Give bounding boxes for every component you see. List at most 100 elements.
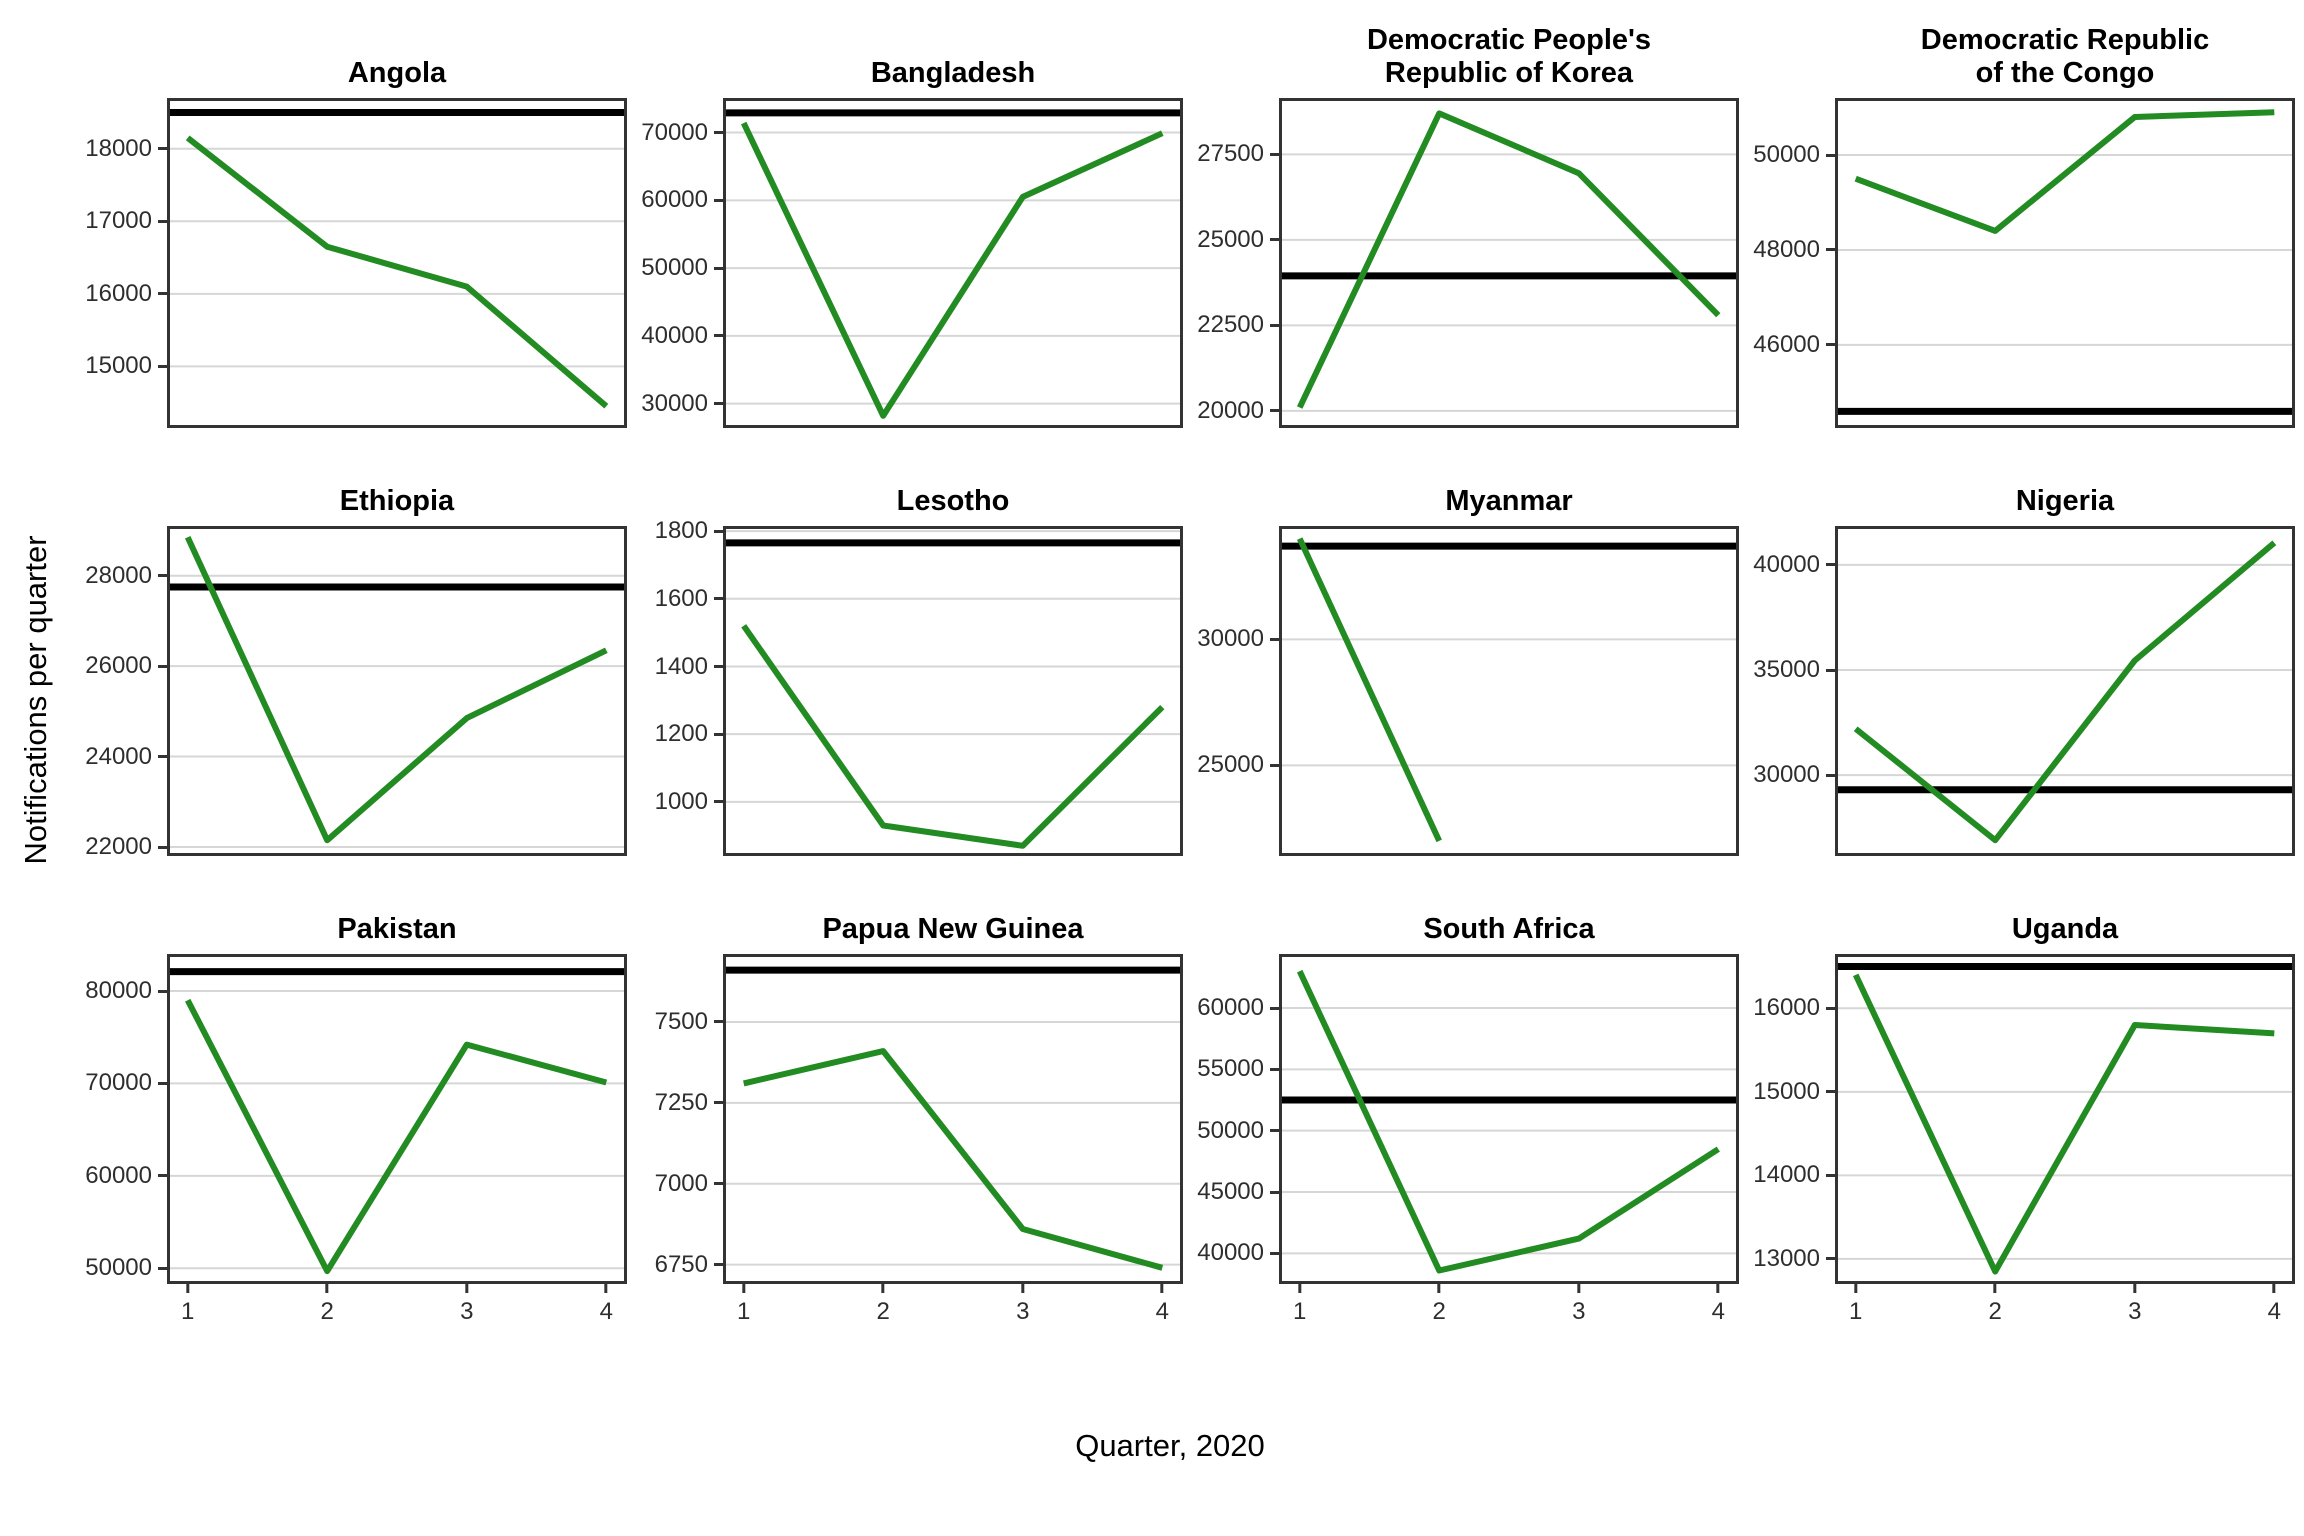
y-tick-mark <box>1270 1251 1279 1255</box>
x-tick-mark <box>1021 1284 1025 1293</box>
facet-title: Myanmar <box>1445 484 1573 517</box>
y-tick: 40000 <box>641 322 723 350</box>
y-tick: 50000 <box>85 1254 167 1282</box>
y-tick: 50000 <box>1197 1117 1279 1145</box>
y-tick-label: 22000 <box>85 833 152 860</box>
x-tick: 3 <box>1016 1284 1029 1326</box>
x-axis: 1 2 3 4 <box>1835 1284 2295 1328</box>
y-tick-mark <box>158 292 167 296</box>
y-tick-label: 27500 <box>1197 140 1264 168</box>
y-tick-mark <box>714 597 723 601</box>
facet-title: Papua New Guinea <box>822 912 1084 945</box>
x-tick-mark <box>742 1284 746 1293</box>
y-tick: 1400 <box>655 653 723 681</box>
y-tick-mark <box>714 732 723 736</box>
y-tick: 7000 <box>655 1170 723 1198</box>
y-tick-mark <box>1270 1006 1279 1010</box>
y-tick-label: 50000 <box>85 1254 152 1282</box>
y-axis: 60000 55000 50000 45000 40000 <box>1184 954 1279 1284</box>
plot-svg <box>723 954 1183 1284</box>
y-tick-mark <box>1270 238 1279 242</box>
notifications-line-series <box>1854 109 2275 234</box>
y-tick-label: 25000 <box>1197 225 1264 253</box>
facet-south-africa: South Africa 60000 55000 50000 45000 40000 1 2 3… <box>1184 882 1740 1328</box>
y-axis: 27500 25000 22500 20000 <box>1184 98 1279 428</box>
facet-angola: Angola 18000 17000 16000 15000 <box>72 26 628 428</box>
x-tick-label: 1 <box>181 1298 195 1325</box>
x-tick-label: 2 <box>1988 1298 2002 1325</box>
plot-area <box>1835 526 2295 856</box>
y-tick-label: 70000 <box>641 118 708 146</box>
y-tick: 25000 <box>1197 751 1279 779</box>
y-tick: 1200 <box>655 720 723 748</box>
y-tick-mark <box>158 1266 167 1270</box>
notifications-line-series <box>1296 969 1720 1274</box>
facet-bangladesh: Bangladesh 70000 60000 50000 40000 30000 <box>628 26 1184 428</box>
y-tick-mark <box>158 364 167 368</box>
facet-nigeria: Nigeria 40000 35000 30000 <box>1740 454 2296 856</box>
x-tick-label: 1 <box>737 1298 751 1325</box>
x-axis: 1 2 3 4 <box>1279 1284 1739 1328</box>
plot-svg <box>1279 526 1739 856</box>
y-tick-label: 1000 <box>654 787 708 815</box>
x-tick-label: 3 <box>1016 1298 1030 1325</box>
panel-border <box>167 526 627 856</box>
facet-body: 27500 25000 22500 20000 <box>1184 98 1740 428</box>
x-tick-label: 2 <box>1432 1298 1446 1325</box>
y-tick: 48000 <box>1753 236 1835 264</box>
y-tick-mark <box>714 1182 723 1186</box>
y-axis: 70000 60000 50000 40000 30000 <box>628 98 723 428</box>
facet-title: Angola <box>347 56 447 89</box>
y-tick-label: 60000 <box>1197 994 1264 1021</box>
notifications-line-series <box>185 135 609 409</box>
y-tick-mark <box>158 147 167 151</box>
y-tick: 7250 <box>655 1089 723 1117</box>
plot-area <box>1835 954 2295 1284</box>
y-tick-label: 17000 <box>85 207 152 235</box>
y-tick-mark <box>714 800 723 804</box>
x-tick-label: 1 <box>1849 1298 1863 1325</box>
plot-svg <box>723 526 1183 856</box>
y-tick-label: 15000 <box>85 352 152 380</box>
y-tick: 1000 <box>655 788 723 816</box>
notifications-line-series <box>185 998 608 1275</box>
y-axis: 80000 70000 60000 50000 <box>72 954 167 1284</box>
panel-border <box>723 98 1183 428</box>
y-tick-label: 1400 <box>654 652 708 680</box>
y-tick: 80000 <box>85 977 167 1005</box>
y-tick-label: 6750 <box>654 1250 708 1278</box>
facet-papua-new-guinea: Papua New Guinea 7500 7250 7000 6750 1 2 3 4 <box>628 882 1184 1328</box>
x-tick-label: 3 <box>1572 1298 1586 1325</box>
x-tick-label: 4 <box>599 1298 613 1325</box>
notifications-line-series <box>184 536 608 844</box>
y-tick: 50000 <box>641 254 723 282</box>
y-tick-mark <box>158 1081 167 1085</box>
y-tick-label: 22500 <box>1197 311 1264 339</box>
y-tick-mark <box>1270 637 1279 641</box>
x-axis: 1 2 3 4 <box>723 1284 1183 1328</box>
notifications-line-series <box>741 624 1165 849</box>
plot-svg <box>167 954 627 1284</box>
x-axis: 1 2 3 4 <box>167 1284 627 1328</box>
x-tick: 4 <box>1156 1284 1169 1326</box>
y-tick: 30000 <box>641 390 723 418</box>
y-tick-label: 1200 <box>654 720 708 748</box>
y-tick-label: 16000 <box>85 279 152 307</box>
x-tick: 1 <box>181 1284 194 1326</box>
x-tick-mark <box>465 1284 469 1293</box>
y-tick: 7500 <box>655 1008 723 1036</box>
y-tick: 16000 <box>1753 994 1835 1022</box>
y-tick-label: 40000 <box>1197 1239 1264 1267</box>
y-tick-label: 50000 <box>1753 141 1820 168</box>
y-tick-label: 30000 <box>1197 625 1264 653</box>
y-tick-label: 40000 <box>641 321 708 349</box>
y-tick-mark <box>1826 153 1835 157</box>
y-tick: 1600 <box>655 585 723 613</box>
facet-title: Democratic Republic of the Congo <box>1920 24 2210 89</box>
y-tick: 22500 <box>1197 311 1279 339</box>
facet-body: 40000 35000 30000 <box>1740 526 2296 856</box>
x-tick-mark <box>2272 1284 2276 1293</box>
plot-area <box>723 98 1183 428</box>
y-tick-mark <box>1270 763 1279 767</box>
x-tick-mark <box>1577 1284 1581 1293</box>
